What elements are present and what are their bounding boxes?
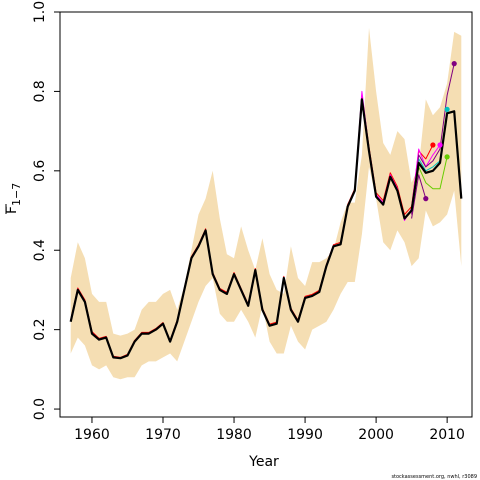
x-tick-label: 2000 xyxy=(358,427,394,443)
series-line-5 xyxy=(411,63,455,215)
plot-frame xyxy=(59,11,473,418)
series-line-6 xyxy=(411,174,427,219)
y-tick-label: 0.0 xyxy=(32,398,48,420)
y-axis: 0.0 0.2 0.4 0.6 0.8 1.0 xyxy=(32,1,60,420)
y-tick-label: 0.6 xyxy=(32,160,48,182)
y-tick-label: 1.0 xyxy=(32,1,48,23)
x-tick-label: 2010 xyxy=(429,427,465,443)
x-tick-label: 1990 xyxy=(287,427,323,443)
y-axis-title-main: F xyxy=(4,206,20,214)
series-end-point-6 xyxy=(423,196,429,202)
x-axis: 1960 1970 1980 1990 2000 2010 xyxy=(74,417,465,443)
y-tick-label: 0.8 xyxy=(32,80,48,102)
x-tick-label: 1970 xyxy=(145,427,181,443)
series-end-point-2 xyxy=(437,142,443,148)
y-axis-title-subscript: 1−7 xyxy=(10,183,23,206)
series-lines xyxy=(69,63,463,360)
x-axis-title: Year xyxy=(248,454,279,470)
x-tick-label: 1980 xyxy=(216,427,252,443)
confidence-band-area xyxy=(70,27,462,380)
series-end-points xyxy=(423,61,457,202)
svg-text:F1−7: F1−7 xyxy=(4,183,23,214)
confidence-band xyxy=(70,27,462,380)
footer-credit: stockassessment.org, nwhl, r3089 xyxy=(391,474,477,480)
series-end-point-1 xyxy=(430,142,436,148)
y-axis-title: F1−7 xyxy=(4,183,23,214)
y-tick-label: 0.4 xyxy=(32,239,48,261)
x-tick-label: 1960 xyxy=(74,427,110,443)
series-line-0 xyxy=(69,98,463,360)
series-end-point-4 xyxy=(444,154,450,160)
series-end-point-3 xyxy=(444,106,450,112)
series-end-point-5 xyxy=(451,61,457,67)
y-tick-label: 0.2 xyxy=(32,319,48,341)
